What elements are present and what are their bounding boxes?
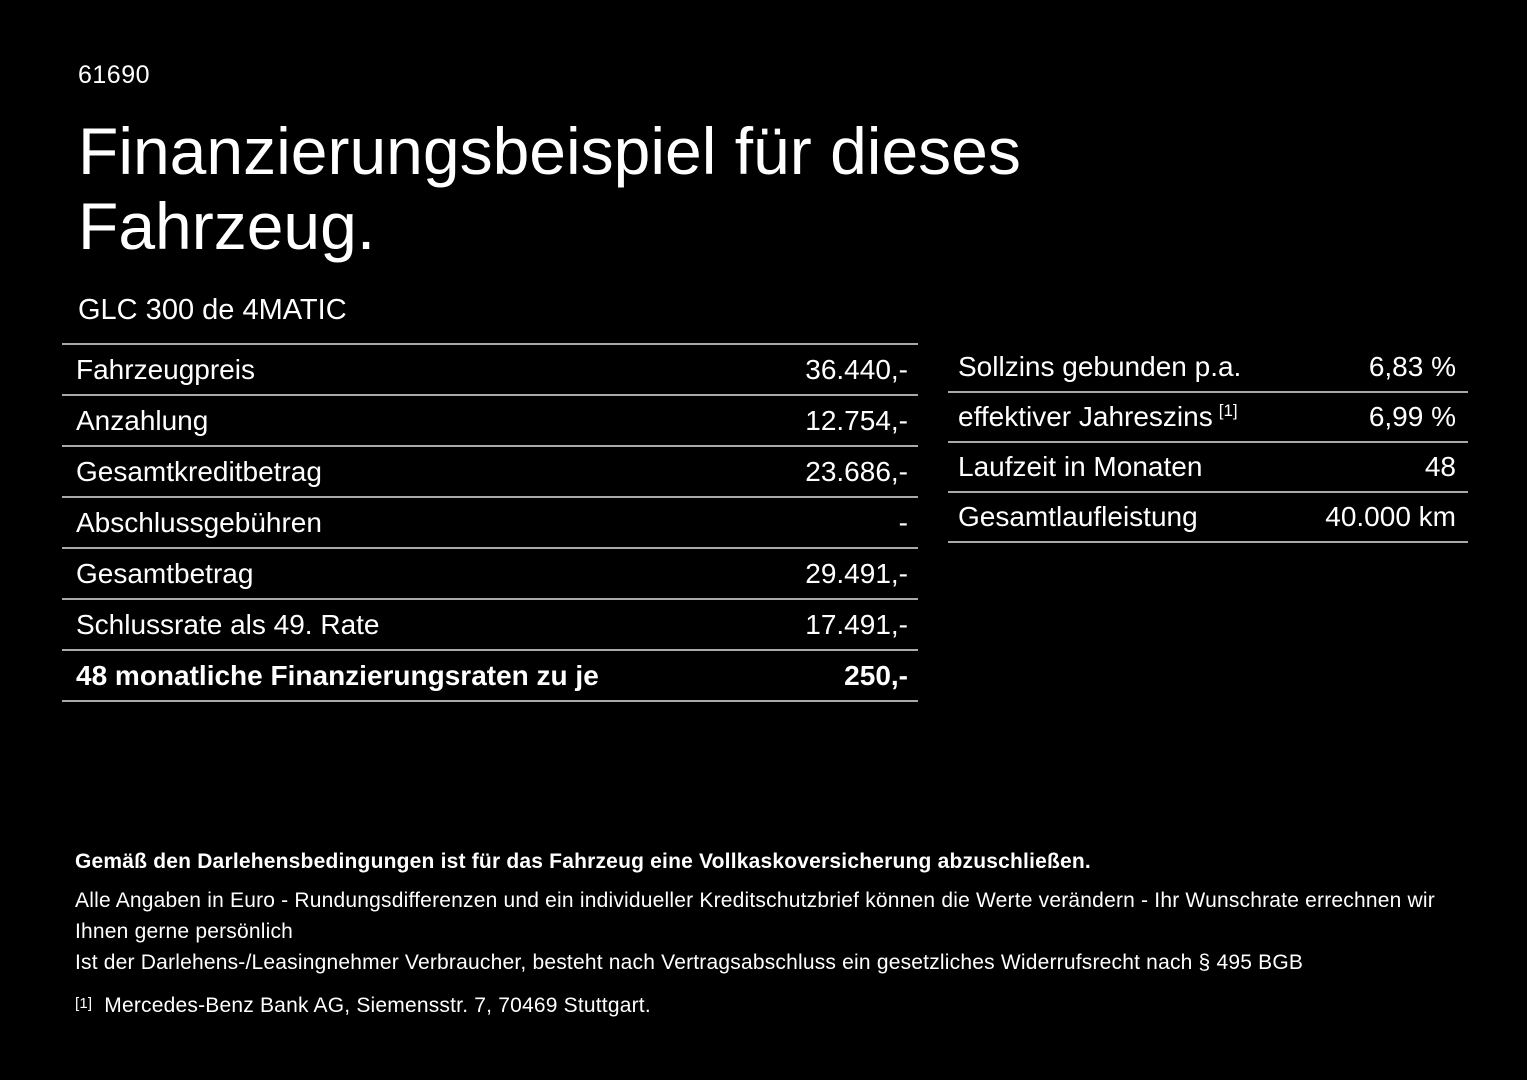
row-label: Anzahlung	[76, 404, 209, 436]
row-label: 48 monatliche Finanzierungsraten zu je	[76, 659, 599, 691]
row-label: Abschlussgebühren	[76, 506, 322, 538]
row-label-text: effektiver Jahreszins	[958, 401, 1213, 432]
row-value: -	[898, 506, 908, 538]
table-row-gesamtbetrag: Gesamtbetrag 29.491,-	[62, 547, 918, 598]
vehicle-model: GLC 300 de 4MATIC	[78, 294, 347, 326]
table-row-laufzeit: Laufzeit in Monaten 48	[948, 443, 1468, 493]
disclaimer-line-1: Alle Angaben in Euro - Rundungsdifferenz…	[75, 889, 1435, 943]
disclaimer-line-2: Ist der Darlehens-/Leasingnehmer Verbrau…	[75, 951, 1304, 974]
row-label: Gesamtkreditbetrag	[76, 455, 322, 487]
document-number: 61690	[78, 61, 151, 89]
footer-notes: Gemäß den Darlehensbedingungen ist für d…	[75, 846, 1475, 1021]
row-value: 6,83 %	[1368, 351, 1456, 382]
financing-table: Fahrzeugpreis 36.440,- Anzahlung 12.754,…	[62, 343, 918, 702]
table-row-schlussrate: Schlussrate als 49. Rate 17.491,-	[62, 598, 918, 649]
page-title: Finanzierungsbeispiel für dieses Fahrzeu…	[78, 114, 1021, 263]
row-value: 6,99 %	[1368, 401, 1456, 432]
row-label: Fahrzeugpreis	[76, 353, 255, 385]
table-row-effektiver-jahreszins: effektiver Jahreszins [1] 6,99 %	[948, 393, 1468, 443]
footnote: [1] Mercedes-Benz Bank AG, Siemensstr. 7,…	[75, 988, 1475, 1021]
table-row-sollzins: Sollzins gebunden p.a. 6,83 %	[948, 343, 1468, 393]
row-value: 23.686,-	[805, 455, 908, 487]
footnote-marker: [1]	[75, 995, 93, 1012]
row-label: effektiver Jahreszins [1]	[958, 401, 1238, 433]
row-value: 48	[1424, 451, 1456, 482]
row-label: Laufzeit in Monaten	[958, 451, 1203, 482]
table-row-gesamtkreditbetrag: Gesamtkreditbetrag 23.686,-	[62, 445, 918, 496]
row-label: Schlussrate als 49. Rate	[76, 608, 380, 640]
conditions-table: Sollzins gebunden p.a. 6,83 % effektiver…	[948, 343, 1468, 543]
table-row-anzahlung: Anzahlung 12.754,-	[62, 394, 918, 445]
row-value: 29.491,-	[805, 557, 908, 589]
row-label: Gesamtbetrag	[76, 557, 254, 589]
row-value: 12.754,-	[805, 404, 908, 436]
table-row-gesamtlaufleistung: Gesamtlaufleistung 40.000 km	[948, 493, 1468, 543]
insurance-note: Gemäß den Darlehensbedingungen ist für d…	[75, 850, 1091, 873]
table-row-monatsrate: 48 monatliche Finanzierungsraten zu je 2…	[62, 649, 918, 700]
row-value: 250,-	[844, 659, 908, 691]
row-label: Gesamtlaufleistung	[958, 501, 1198, 532]
row-value: 40.000 km	[1325, 501, 1456, 532]
table-row-abschlussgebuehren: Abschlussgebühren -	[62, 496, 918, 547]
row-value: 36.440,-	[805, 353, 908, 385]
row-label: Sollzins gebunden p.a.	[958, 351, 1242, 382]
footnote-ref-marker: [1]	[1218, 401, 1238, 420]
footnote-text: Mercedes-Benz Bank AG, Siemensstr. 7, 70…	[104, 994, 651, 1017]
table-row-fahrzeugpreis: Fahrzeugpreis 36.440,-	[62, 343, 918, 394]
row-value: 17.491,-	[805, 608, 908, 640]
